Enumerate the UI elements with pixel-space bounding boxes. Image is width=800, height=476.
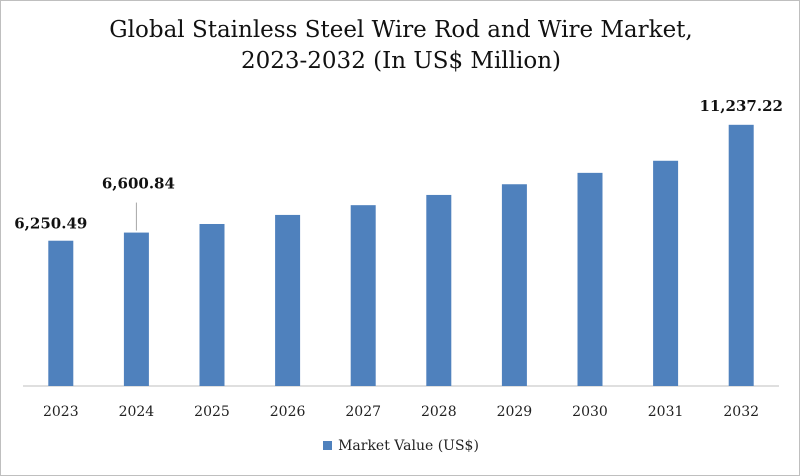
legend-label: Market Value (US$): [338, 438, 479, 454]
data-label-2023: 6,250.49: [14, 215, 87, 233]
x-tick-label-2030: 2030: [572, 404, 608, 420]
x-tick-label-2024: 2024: [119, 404, 155, 420]
bar-2023: [48, 240, 74, 386]
data-label-2024: 6,600.84: [102, 175, 175, 193]
bar-2032: [728, 124, 754, 386]
bar-2030: [577, 172, 603, 386]
data-label-2032: 11,237.22: [699, 97, 783, 115]
bar-2025: [199, 223, 225, 386]
legend-swatch: [323, 441, 333, 450]
x-tick-label-2023: 2023: [43, 404, 79, 420]
bar-2026: [275, 214, 301, 386]
x-tick-label-2027: 2027: [345, 404, 381, 420]
x-tick-label-2029: 2029: [497, 404, 533, 420]
x-tick-label-2026: 2026: [270, 404, 306, 420]
x-tick-label-2032: 2032: [723, 404, 759, 420]
chart-title: Global Stainless Steel Wire Rod and Wire…: [1, 15, 800, 77]
legend: Market Value (US$): [1, 438, 800, 454]
bar-2031: [653, 160, 679, 386]
bar-2027: [350, 205, 376, 386]
x-tick-label-2031: 2031: [648, 404, 684, 420]
chart-title-line2: 2023-2032 (In US$ Million): [240, 48, 562, 74]
chart-title-line1: Global Stainless Steel Wire Rod and Wire…: [109, 17, 693, 43]
x-tick-label-2028: 2028: [421, 404, 457, 420]
x-tick-label-2025: 2025: [194, 404, 230, 420]
bar-2028: [426, 194, 452, 386]
bar-2029: [501, 184, 527, 386]
bar-2024: [123, 232, 149, 386]
